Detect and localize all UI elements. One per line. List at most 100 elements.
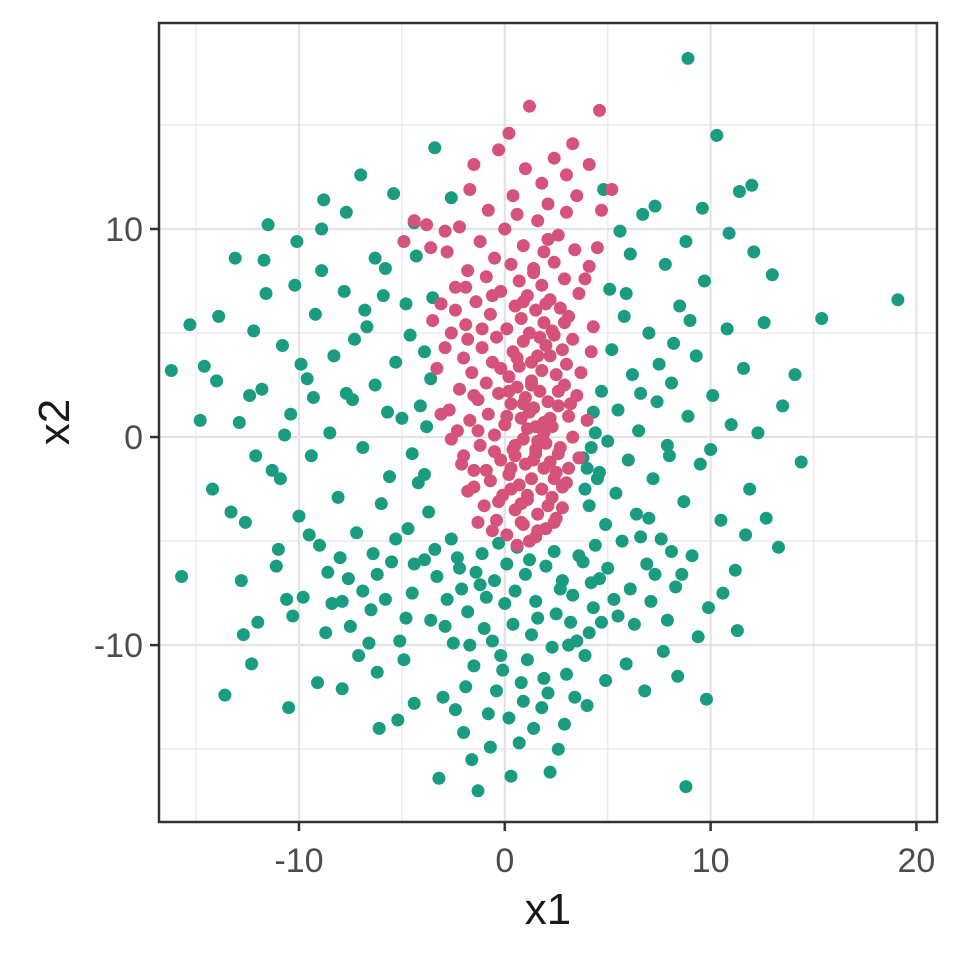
data-point (385, 555, 399, 569)
data-point (397, 235, 411, 248)
data-point (531, 507, 545, 521)
data-point (891, 293, 905, 307)
data-point (420, 218, 434, 232)
data-point (502, 384, 516, 398)
data-point (593, 103, 606, 117)
data-point (461, 332, 475, 346)
data-point (479, 463, 493, 477)
data-point (444, 432, 458, 446)
data-point (525, 472, 538, 486)
y-tick-label: 10 (105, 211, 143, 249)
data-point (436, 690, 450, 704)
data-point (640, 557, 654, 571)
data-point (683, 314, 697, 327)
data-point (453, 220, 466, 234)
data-point (453, 561, 466, 575)
data-point (543, 411, 557, 425)
data-point (601, 561, 615, 575)
data-point (722, 226, 736, 240)
data-point (479, 590, 493, 604)
data-point (551, 399, 565, 413)
data-point (582, 499, 596, 513)
data-point (374, 497, 388, 511)
data-point (317, 193, 331, 207)
data-point (658, 257, 672, 271)
data-point (418, 553, 431, 567)
data-point (315, 222, 329, 236)
data-point (477, 622, 491, 635)
data-point (467, 480, 481, 494)
data-point (570, 634, 584, 648)
data-point (463, 638, 477, 652)
data-point (348, 332, 361, 346)
data-point (496, 663, 510, 677)
data-point (510, 351, 524, 365)
data-point (566, 430, 580, 444)
data-point (304, 449, 318, 463)
data-point (403, 328, 417, 342)
data-point (619, 657, 633, 671)
data-point (481, 203, 495, 217)
data-point (611, 609, 625, 623)
data-point (630, 507, 643, 521)
data-point (776, 399, 790, 413)
data-point (580, 461, 594, 475)
data-point (549, 607, 563, 621)
data-point (444, 532, 458, 546)
data-point (206, 482, 219, 496)
data-point (463, 183, 477, 196)
data-point (469, 295, 483, 309)
data-point (350, 526, 364, 540)
x-tick-label: -10 (274, 842, 323, 880)
data-point (617, 309, 631, 323)
data-point (815, 312, 829, 325)
data-point (473, 438, 487, 452)
data-point (560, 667, 573, 681)
data-point (634, 530, 648, 544)
data-point (360, 320, 374, 334)
data-point (759, 511, 773, 525)
data-point (485, 524, 499, 538)
y-tick-label: -10 (94, 627, 143, 665)
data-point (485, 289, 499, 303)
data-point (407, 214, 421, 228)
data-point (405, 447, 419, 461)
data-point (485, 634, 499, 648)
data-point (475, 547, 489, 561)
data-point (234, 574, 248, 588)
data-point (399, 297, 413, 311)
data-point (623, 247, 637, 261)
y-axis-title: x2 (30, 398, 79, 446)
data-point (737, 361, 750, 375)
data-point (673, 299, 687, 313)
data-point (407, 696, 421, 710)
data-point (193, 413, 207, 427)
data-point (364, 603, 378, 617)
data-point (465, 366, 479, 380)
data-point (370, 665, 384, 679)
data-point (459, 680, 473, 694)
data-point (654, 532, 668, 546)
data-point (644, 594, 658, 608)
data-point (576, 555, 590, 569)
data-point (502, 126, 516, 140)
data-point (525, 628, 538, 642)
data-point (695, 201, 709, 215)
data-point (765, 268, 779, 282)
data-point (539, 559, 553, 573)
data-point (488, 251, 501, 265)
data-point (255, 382, 269, 396)
data-point (642, 511, 656, 525)
data-point (490, 513, 503, 527)
data-point (391, 713, 405, 727)
data-point (523, 553, 536, 567)
data-point (619, 287, 633, 300)
data-point (228, 251, 242, 265)
data-point (337, 284, 351, 298)
data-point (584, 441, 598, 454)
data-point (514, 676, 528, 690)
data-point (543, 349, 557, 363)
data-point (525, 355, 538, 369)
data-point (566, 137, 580, 151)
data-point (498, 222, 512, 236)
